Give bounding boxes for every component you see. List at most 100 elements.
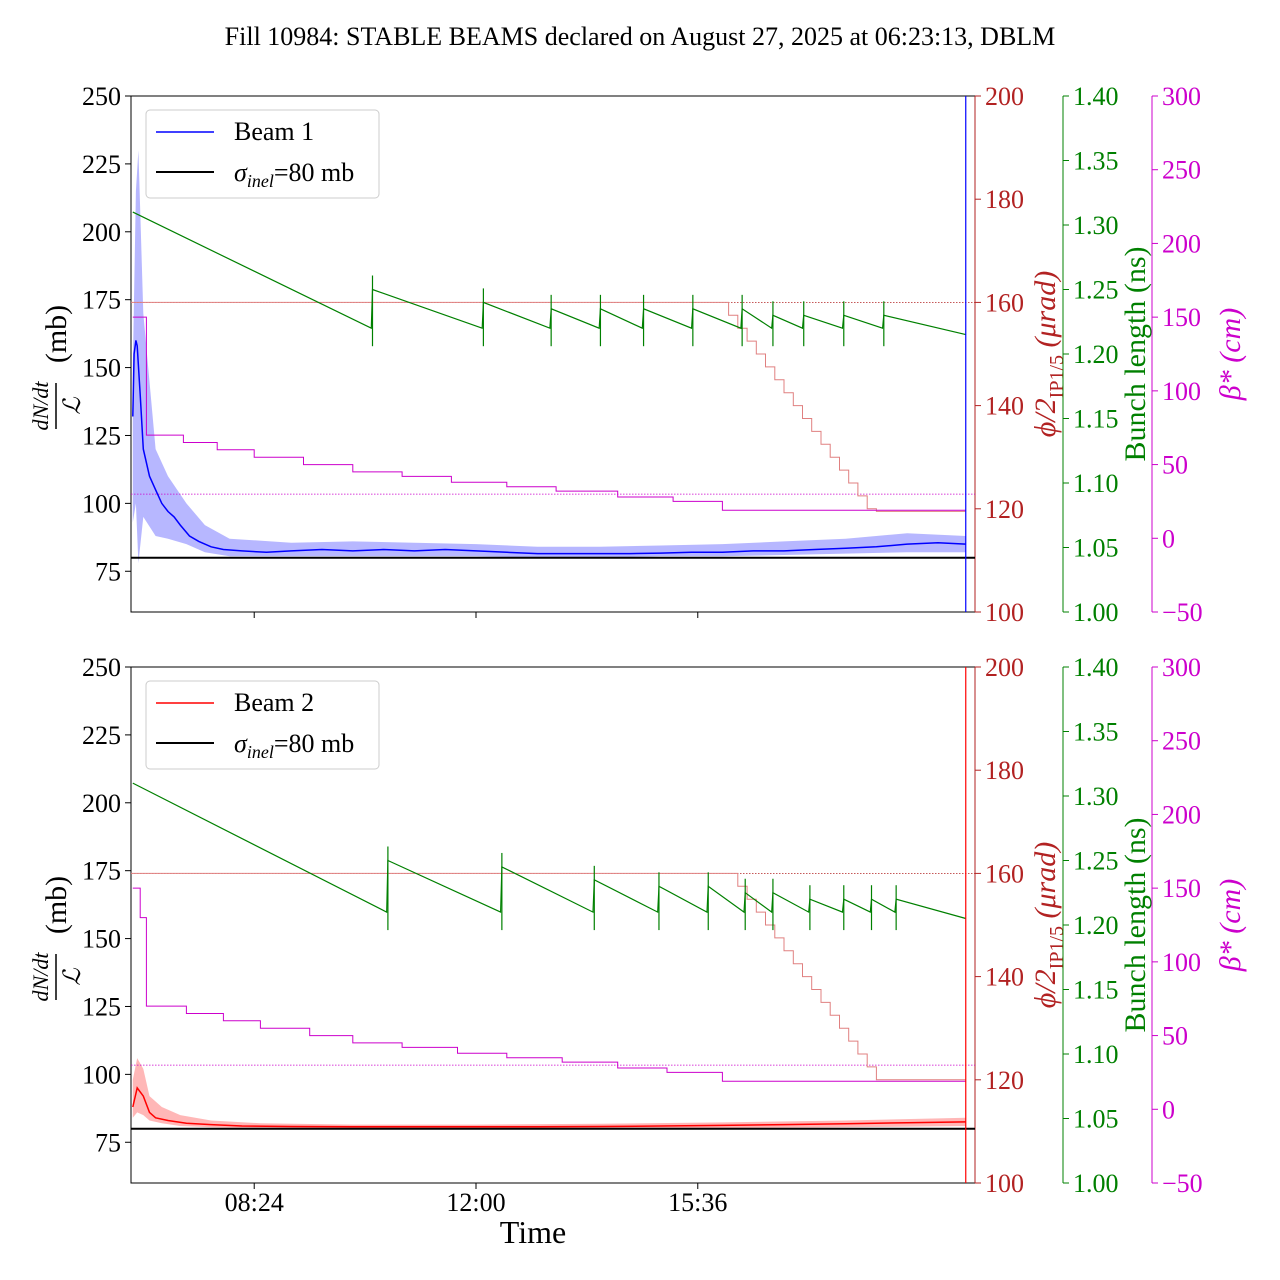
left-tick-label: 200 bbox=[82, 789, 121, 818]
beta-star-line bbox=[132, 887, 966, 1082]
bunch-tick-label: 1.25 bbox=[1073, 847, 1119, 876]
panel-bottom: 75 100 125 150 175 200 225 250 dN/dt ℒ (mb) 08:24 12… bbox=[28, 653, 1247, 1250]
ylabel-numerator: dN/dt bbox=[28, 952, 53, 1002]
beta-tick-label: 250 bbox=[1162, 727, 1201, 756]
chart-title: Fill 10984: STABLE BEAMS declared on Aug… bbox=[225, 22, 1056, 51]
crossing-tick-label: 200 bbox=[985, 653, 1024, 682]
left-axis-label: dN/dt ℒ (mb) bbox=[28, 876, 86, 1002]
bunch-tick-label: 1.05 bbox=[1073, 534, 1119, 563]
beta-tick-label: 50 bbox=[1162, 1022, 1188, 1051]
crossing-tick-label: 140 bbox=[985, 392, 1024, 421]
legend-label-beam: Beam 1 bbox=[234, 117, 314, 146]
beta-tick-label: 50 bbox=[1162, 451, 1188, 480]
beta-tick-label: 200 bbox=[1162, 229, 1201, 258]
panel-top: 75 100 125 150 175 200 225 250 dN/dt ℒ (mb) 100 120 1… bbox=[28, 82, 1247, 627]
legend-label-sigma: σinel=80 mb bbox=[234, 729, 354, 762]
crossing-tick-label: 180 bbox=[985, 756, 1024, 785]
crossing-axis-label: ϕ/2IP1/5 (μrad) bbox=[1029, 842, 1068, 1008]
beta-tick-label: 250 bbox=[1162, 156, 1201, 185]
bunch-axis-label-text: Bunch length (ns) bbox=[1119, 247, 1152, 462]
beta-tick-label: 150 bbox=[1162, 874, 1201, 903]
crossing-tick-label: 160 bbox=[985, 859, 1024, 888]
beam-uncertainty-band bbox=[132, 150, 966, 564]
bunch-tick-label: 1.40 bbox=[1073, 653, 1119, 682]
beta-tick-label: 150 bbox=[1162, 303, 1201, 332]
beta-tick-label: 300 bbox=[1162, 653, 1201, 682]
crossing-tick-label: 120 bbox=[985, 1066, 1024, 1095]
beta-star-line bbox=[132, 316, 966, 511]
left-tick-label: 175 bbox=[82, 286, 121, 315]
left-tick-label: 150 bbox=[82, 354, 121, 383]
left-tick-label: 100 bbox=[82, 489, 121, 518]
bunch-tick-label: 1.10 bbox=[1073, 1040, 1119, 1069]
beta-axis-label-text: β* (cm) bbox=[1214, 879, 1247, 972]
crossing-angle-line bbox=[131, 301, 966, 512]
ylabel-unit: (mb) bbox=[40, 305, 73, 363]
crossing-tick-label: 120 bbox=[985, 495, 1024, 524]
legend: Beam 1 σinel=80 mb bbox=[145, 109, 380, 199]
crossing-axis-label: ϕ/2IP1/5 (μrad) bbox=[1029, 271, 1068, 437]
beta-tick-label: 100 bbox=[1162, 377, 1201, 406]
bunch-tick-label: 1.15 bbox=[1073, 405, 1119, 434]
crossing-tick-label: 200 bbox=[985, 82, 1024, 111]
ylabel-unit: (mb) bbox=[40, 876, 73, 934]
bunch-tick-label: 1.35 bbox=[1073, 718, 1119, 747]
bunch-tick-label: 1.20 bbox=[1073, 340, 1119, 369]
left-tick-label: 150 bbox=[82, 925, 121, 954]
left-tick-label: 125 bbox=[82, 992, 121, 1021]
crossing-tick-label: 160 bbox=[985, 288, 1024, 317]
ylabel-denominator: ℒ bbox=[60, 968, 86, 986]
beta-axis-label: β* (cm) bbox=[1214, 879, 1247, 972]
beam-uncertainty-band bbox=[132, 1058, 966, 1129]
left-tick-label: 225 bbox=[82, 150, 121, 179]
crossing-tick-label: 100 bbox=[985, 598, 1024, 627]
crossing-tick-label: 100 bbox=[985, 1169, 1024, 1198]
left-tick-label: 250 bbox=[82, 82, 121, 111]
beta-axis-label-text: β* (cm) bbox=[1214, 308, 1247, 401]
beta-axis-label: β* (cm) bbox=[1214, 308, 1247, 401]
ylabel-denominator: ℒ bbox=[60, 397, 86, 415]
bunch-tick-label: 1.35 bbox=[1073, 147, 1119, 176]
beam-line bbox=[132, 1086, 966, 1128]
bunch-tick-label: 1.20 bbox=[1073, 911, 1119, 940]
x-tick-label: 08:24 bbox=[225, 1188, 284, 1217]
x-tick-label: 15:36 bbox=[668, 1188, 727, 1217]
crossing-angle-line bbox=[131, 872, 966, 1081]
left-tick-label: 125 bbox=[82, 421, 121, 450]
legend: Beam 2 σinel=80 mb bbox=[145, 680, 380, 770]
crossing-axis-label-text: ϕ/2IP1/5 (μrad) bbox=[1029, 842, 1068, 1008]
x-tick-label: 12:00 bbox=[446, 1188, 505, 1217]
beta-tick-label: 100 bbox=[1162, 948, 1201, 977]
left-tick-label: 175 bbox=[82, 857, 121, 886]
bunch-tick-label: 1.25 bbox=[1073, 276, 1119, 305]
x-axis-label: Time bbox=[500, 1214, 566, 1250]
left-tick-label: 75 bbox=[95, 1128, 121, 1157]
beta-tick-label: 0 bbox=[1162, 524, 1175, 553]
legend-label-sigma: σinel=80 mb bbox=[234, 158, 354, 191]
left-tick-label: 250 bbox=[82, 653, 121, 682]
bunch-axis-label: Bunch length (ns) bbox=[1119, 247, 1152, 462]
bunch-tick-label: 1.30 bbox=[1073, 782, 1119, 811]
bunch-length-line bbox=[132, 782, 966, 920]
bunch-axis-label: Bunch length (ns) bbox=[1119, 818, 1152, 1033]
ylabel-numerator: dN/dt bbox=[28, 381, 53, 431]
bunch-tick-label: 1.00 bbox=[1073, 1169, 1119, 1198]
crossing-axis-label-text: ϕ/2IP1/5 (μrad) bbox=[1029, 271, 1068, 437]
bunch-tick-label: 1.30 bbox=[1073, 211, 1119, 240]
legend-label-beam: Beam 2 bbox=[234, 688, 314, 717]
bunch-axis-label-text: Bunch length (ns) bbox=[1119, 818, 1152, 1033]
bunch-tick-label: 1.05 bbox=[1073, 1105, 1119, 1134]
left-tick-label: 75 bbox=[95, 557, 121, 586]
beta-tick-label: 300 bbox=[1162, 82, 1201, 111]
bunch-tick-label: 1.10 bbox=[1073, 469, 1119, 498]
crossing-tick-label: 140 bbox=[985, 963, 1024, 992]
beta-tick-label: 200 bbox=[1162, 800, 1201, 829]
bunch-tick-label: 1.00 bbox=[1073, 598, 1119, 627]
left-axis-label: dN/dt ℒ (mb) bbox=[28, 305, 86, 431]
bunch-tick-label: 1.40 bbox=[1073, 82, 1119, 111]
beam-line bbox=[132, 340, 966, 555]
bunch-tick-label: 1.15 bbox=[1073, 976, 1119, 1005]
left-tick-label: 225 bbox=[82, 721, 121, 750]
left-tick-label: 100 bbox=[82, 1060, 121, 1089]
